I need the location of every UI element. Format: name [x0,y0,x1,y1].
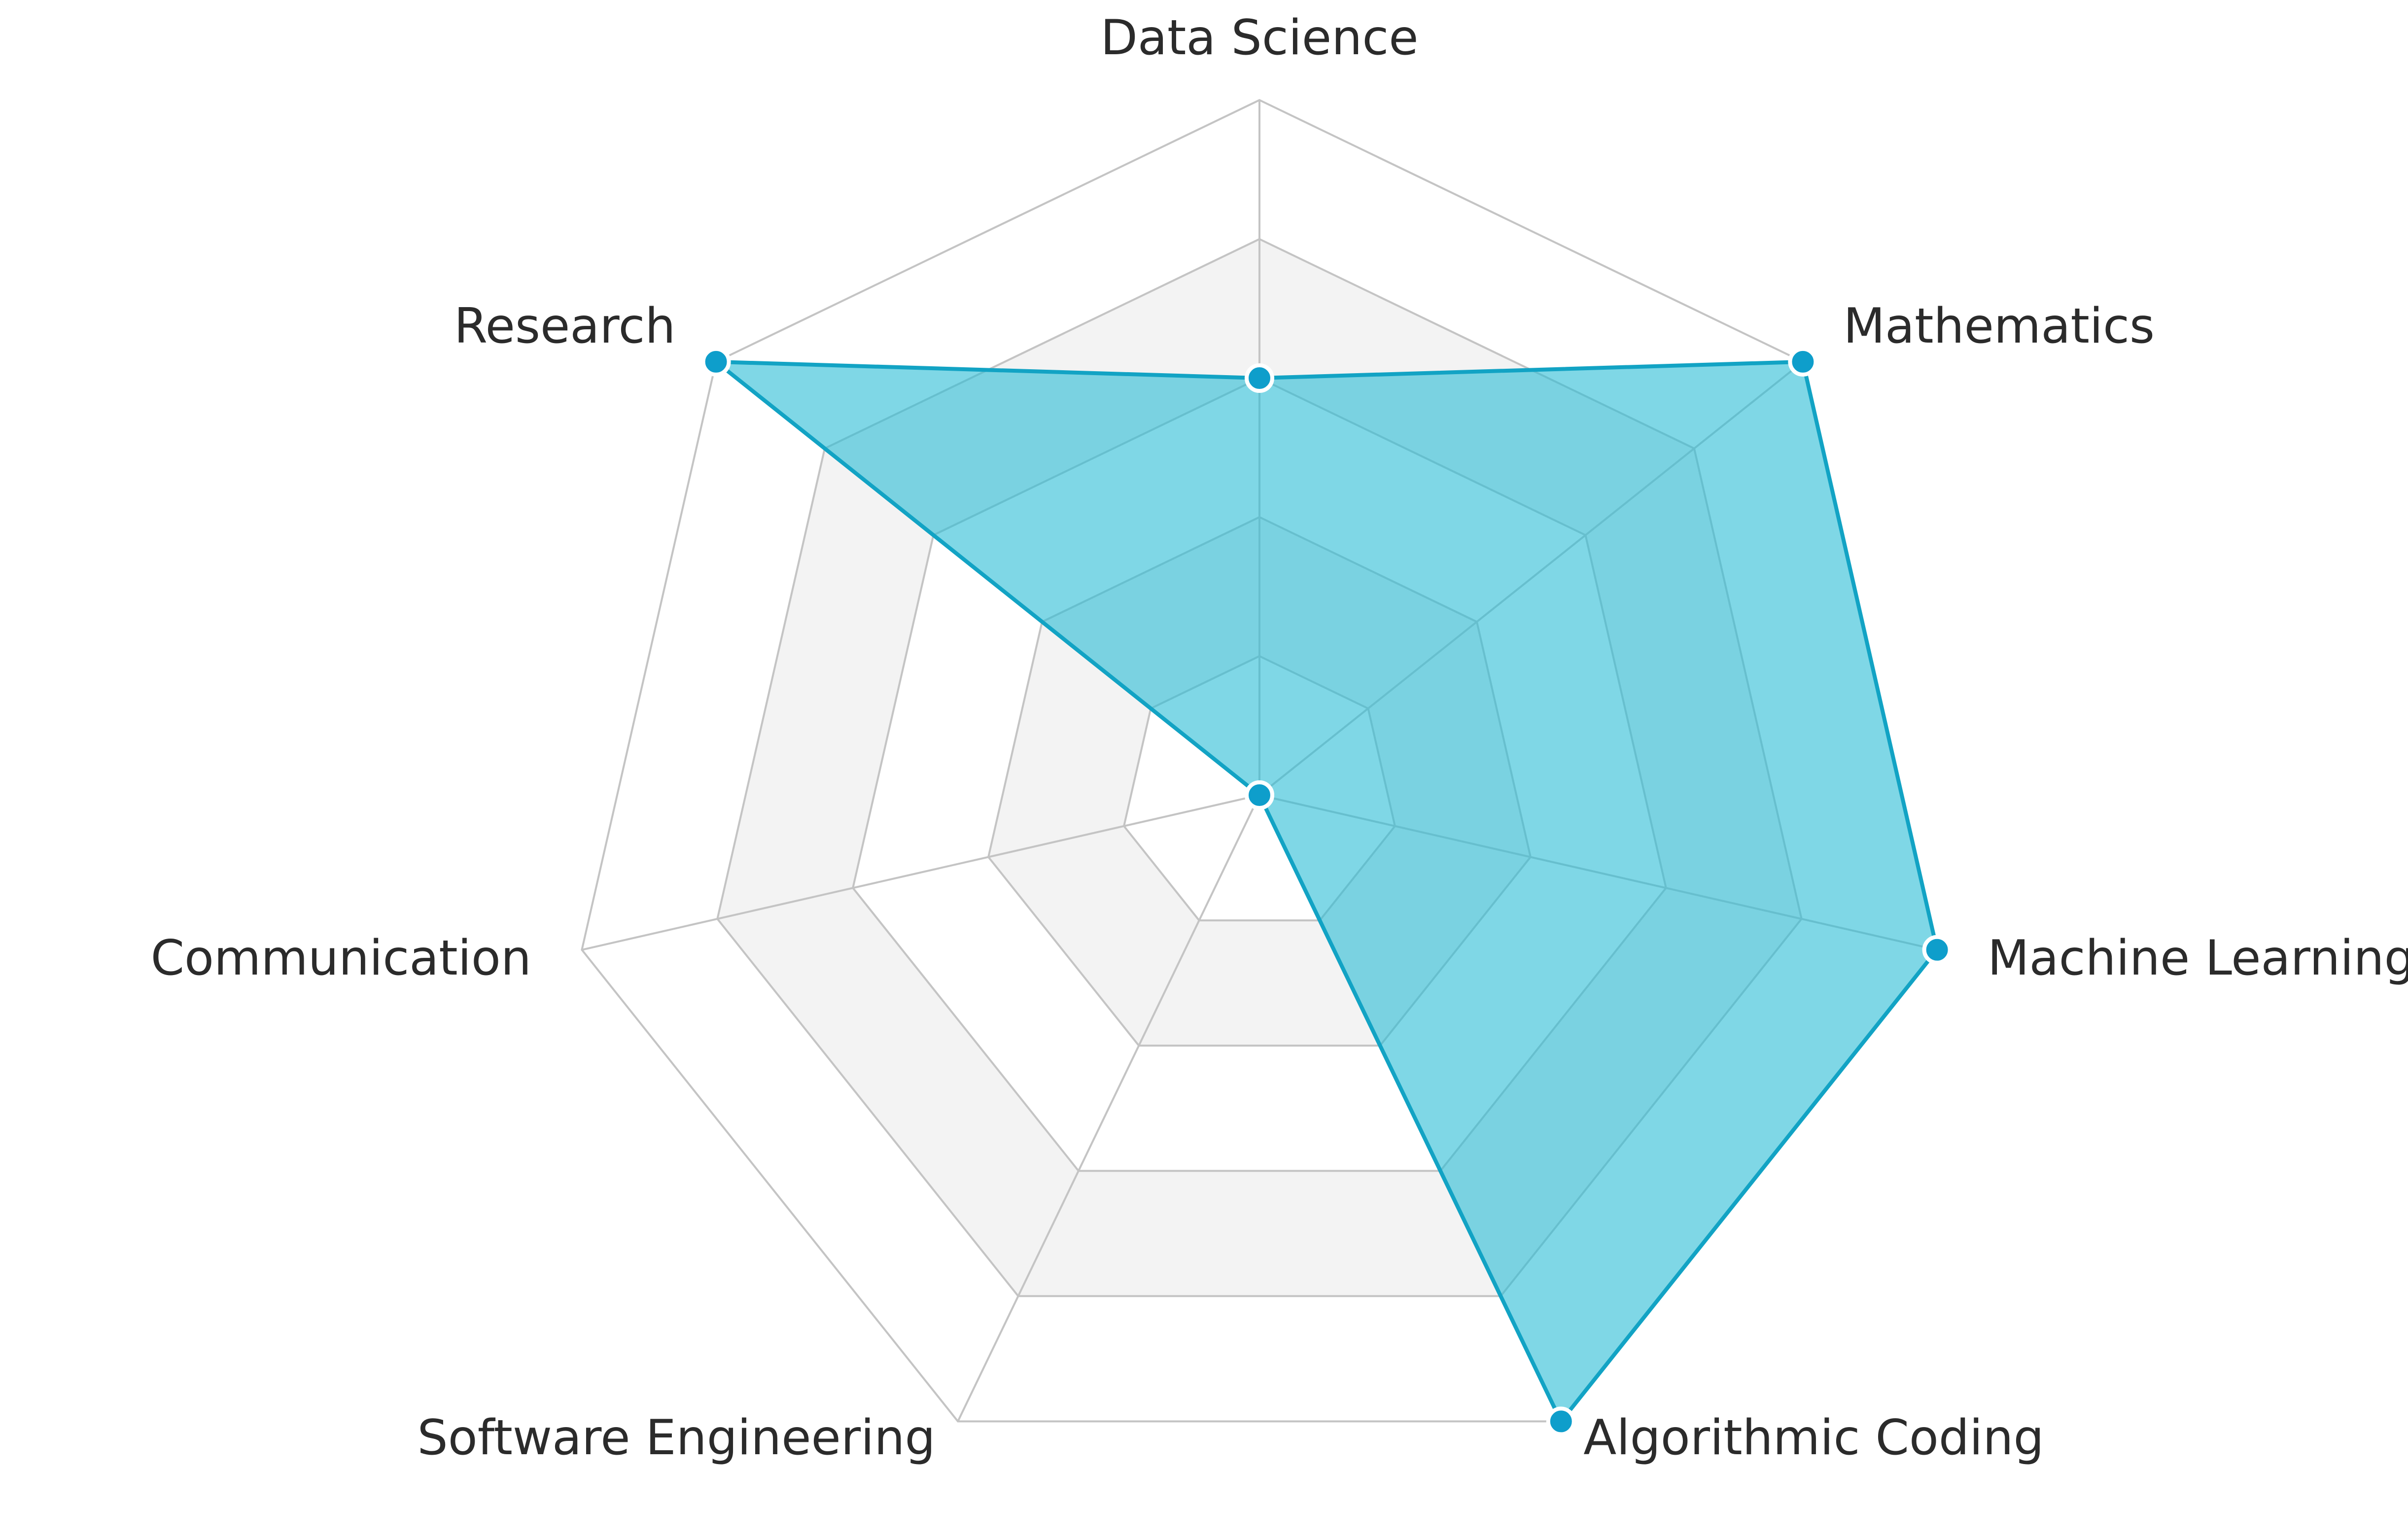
data-point[interactable] [1922,935,1952,965]
data-point[interactable] [701,347,731,377]
axis-label: Mathematics [1844,298,2155,354]
axis-labels: Data Science Mathematics Machine Learning A… [151,10,2408,1466]
axis-label: Software Engineering [418,1410,936,1466]
data-point[interactable] [1788,347,1818,377]
axis-label: Algorithmic Coding [1583,1410,2044,1466]
axis-label: Communication [151,930,531,986]
axis-spoke [957,795,1260,1422]
data-point[interactable] [1245,780,1274,810]
axis-spoke [581,794,1260,951]
axis-label: Data Science [1100,10,1418,66]
data-point[interactable] [1245,363,1274,393]
data-point[interactable] [1546,1406,1576,1436]
axis-label: Research [454,298,676,354]
radar-series [701,347,1952,1436]
axis-label: Machine Learning [1988,930,2408,986]
